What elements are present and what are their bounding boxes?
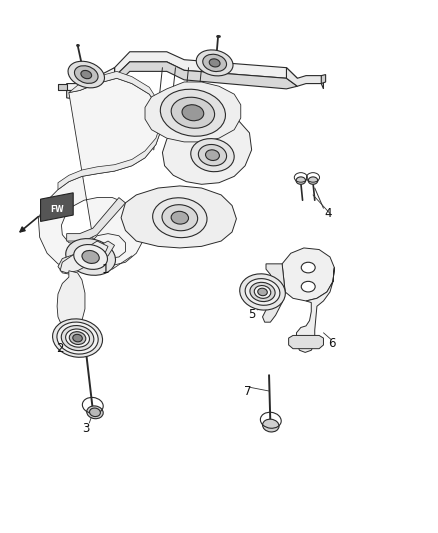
Ellipse shape [89,408,100,417]
Polygon shape [121,186,237,248]
Ellipse shape [74,245,107,269]
Polygon shape [297,268,334,352]
Polygon shape [162,113,252,184]
Polygon shape [115,52,297,86]
Ellipse shape [153,198,207,238]
Ellipse shape [66,239,116,276]
Ellipse shape [301,281,315,292]
Ellipse shape [205,150,219,160]
Polygon shape [41,193,73,221]
Polygon shape [67,68,115,91]
Polygon shape [67,198,125,241]
Ellipse shape [296,177,306,184]
Ellipse shape [68,61,105,88]
Ellipse shape [87,406,103,419]
Polygon shape [67,68,115,100]
Ellipse shape [250,282,275,302]
Polygon shape [321,75,325,84]
Ellipse shape [53,319,102,357]
Text: 6: 6 [328,337,336,350]
Ellipse shape [82,251,99,263]
Polygon shape [282,248,334,301]
Ellipse shape [203,54,226,71]
Ellipse shape [258,288,267,296]
Text: 7: 7 [244,385,251,398]
Polygon shape [58,241,115,274]
Ellipse shape [61,326,94,351]
Ellipse shape [57,322,98,354]
Polygon shape [286,68,323,89]
Polygon shape [57,271,85,330]
Ellipse shape [74,66,98,83]
Ellipse shape [301,262,315,273]
Ellipse shape [171,97,215,128]
Ellipse shape [66,329,89,347]
Polygon shape [60,241,108,273]
Text: 5: 5 [248,308,255,321]
Polygon shape [145,82,241,142]
Text: 1: 1 [102,263,110,276]
Polygon shape [39,78,162,271]
Text: 2: 2 [57,342,64,355]
Polygon shape [58,71,162,190]
Ellipse shape [162,205,198,231]
Text: FW: FW [50,205,64,214]
Ellipse shape [254,286,271,298]
Polygon shape [289,335,323,349]
Ellipse shape [262,419,279,432]
Ellipse shape [191,139,234,172]
Text: 4: 4 [324,207,332,220]
Ellipse shape [73,334,82,342]
Ellipse shape [245,279,280,305]
Polygon shape [58,84,67,91]
Ellipse shape [182,104,204,121]
Ellipse shape [171,212,188,224]
Ellipse shape [209,59,220,67]
Ellipse shape [308,177,318,184]
Ellipse shape [196,50,233,76]
Ellipse shape [160,89,226,136]
Ellipse shape [69,332,86,344]
Ellipse shape [240,274,285,310]
Ellipse shape [81,70,92,79]
Polygon shape [115,62,297,89]
Polygon shape [262,264,285,322]
Ellipse shape [198,144,226,166]
Text: 3: 3 [83,422,90,435]
